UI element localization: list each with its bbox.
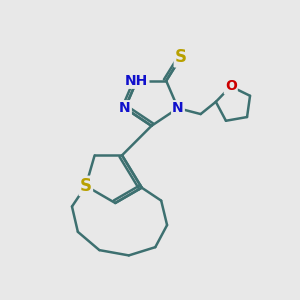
Text: S: S bbox=[80, 177, 92, 195]
Text: O: O bbox=[225, 80, 237, 93]
Text: N: N bbox=[119, 101, 131, 115]
Text: S: S bbox=[175, 48, 187, 66]
Text: N: N bbox=[172, 101, 184, 115]
Text: NH: NH bbox=[125, 74, 148, 88]
